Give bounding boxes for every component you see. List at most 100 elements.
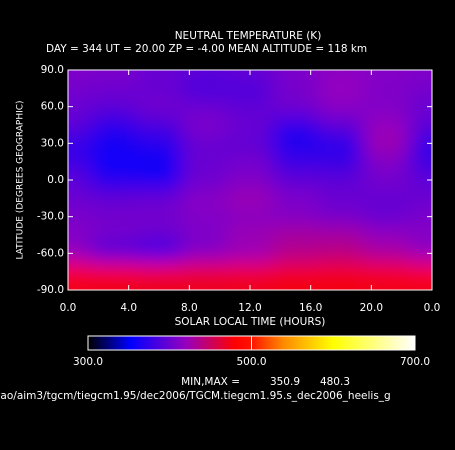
heatmap-cell xyxy=(227,115,274,135)
heatmap-cell xyxy=(68,97,92,117)
y-tick-label: -90.0 xyxy=(37,284,64,296)
heatmap-cell xyxy=(181,115,228,135)
y-tick-label: 30.0 xyxy=(41,137,64,149)
heatmap-cell xyxy=(272,79,319,98)
heatmap-cell xyxy=(136,280,183,290)
heatmap-cell xyxy=(272,207,319,227)
heatmap-cell xyxy=(90,152,137,172)
heatmap-cell xyxy=(409,70,432,80)
y-tick-label: 0.0 xyxy=(47,174,64,186)
heatmap-cell xyxy=(227,152,274,172)
heatmap-cell xyxy=(181,244,228,263)
heatmap-cell xyxy=(227,170,274,190)
heatmap-cell xyxy=(181,170,228,190)
heatmap-cell xyxy=(181,152,228,172)
heatmap-cell xyxy=(68,280,92,290)
heatmap-cell xyxy=(181,189,228,208)
heatmap-cell xyxy=(136,170,183,190)
heatmap-cell xyxy=(136,262,183,282)
heatmap-cell xyxy=(90,70,137,80)
heatmap-cell xyxy=(318,280,365,290)
heatmap-cell xyxy=(90,225,137,245)
heatmap-cell xyxy=(272,170,319,190)
y-tick-label: 60.0 xyxy=(41,101,64,113)
x-axis-label: SOLAR LOCAL TIME (HOURS) xyxy=(175,316,326,328)
heatmap-cell xyxy=(90,170,137,190)
colorbar-tick-label: 700.0 xyxy=(400,356,430,368)
heatmap-cell xyxy=(136,97,183,117)
heatmap-cell xyxy=(363,189,410,208)
heatmap-cell xyxy=(272,97,319,117)
heatmap-cell xyxy=(363,134,410,153)
chart-title: NEUTRAL TEMPERATURE (K) xyxy=(175,30,322,42)
min-max-label: MIN,MAX = xyxy=(181,376,240,388)
y-tick-label: -60.0 xyxy=(37,247,64,259)
heatmap-cell xyxy=(68,225,92,245)
heatmap-cell xyxy=(363,79,410,98)
heatmap-cell xyxy=(227,134,274,153)
heatmap-cell xyxy=(318,244,365,263)
heatmap-cell xyxy=(318,189,365,208)
heatmap-cell xyxy=(227,225,274,245)
heatmap-cell xyxy=(318,262,365,282)
heatmap-cell xyxy=(318,134,365,153)
heatmap-cell xyxy=(90,134,137,153)
heatmap-cell xyxy=(318,152,365,172)
y-axis-label: LATITUDE (DEGREES GEOGRAPHIC) xyxy=(16,100,26,259)
colorbar-tick-label: 500.0 xyxy=(236,356,266,368)
heatmap-cell xyxy=(272,280,319,290)
heatmap-cell xyxy=(227,79,274,98)
heatmap-cell xyxy=(227,262,274,282)
heatmap-cell xyxy=(363,97,410,117)
heatmap-cell xyxy=(181,134,228,153)
heatmap-cell xyxy=(68,134,92,153)
heatmap-cell xyxy=(409,134,432,153)
heatmap-cell xyxy=(272,189,319,208)
heatmap-cell xyxy=(90,207,137,227)
heatmap-cell xyxy=(68,244,92,263)
heatmap-cell xyxy=(363,207,410,227)
min-value: 350.9 xyxy=(270,376,300,388)
heatmap-cell xyxy=(68,207,92,227)
heatmap-cell xyxy=(90,262,137,282)
heatmap-cell xyxy=(318,225,365,245)
heatmap-cell xyxy=(409,280,432,290)
heatmap-cell xyxy=(136,79,183,98)
heatmap-cell xyxy=(90,244,137,263)
heatmap-cell xyxy=(363,225,410,245)
heatmap-cell xyxy=(181,280,228,290)
heatmap-cell xyxy=(272,152,319,172)
heatmap-cell xyxy=(409,115,432,135)
heatmap xyxy=(68,70,432,290)
heatmap-cell xyxy=(68,152,92,172)
heatmap-cell xyxy=(181,225,228,245)
file-path: oao/aim3/tgcm/tiegcm1.95/dec2006/TGCM.ti… xyxy=(0,390,391,402)
heatmap-cell xyxy=(409,189,432,208)
heatmap-cell xyxy=(363,115,410,135)
heatmap-cell xyxy=(363,152,410,172)
heatmap-cell xyxy=(68,70,92,80)
heatmap-cell xyxy=(136,70,183,80)
colorbar-tick-label: 300.0 xyxy=(73,356,103,368)
heatmap-cell xyxy=(363,280,410,290)
heatmap-cell xyxy=(318,207,365,227)
heatmap-cell xyxy=(272,70,319,80)
heatmap-cell xyxy=(272,262,319,282)
y-tick-label: -30.0 xyxy=(37,211,64,223)
heatmap-cell xyxy=(409,97,432,117)
heatmap-cell xyxy=(363,70,410,80)
x-tick-label: 20.0 xyxy=(360,302,383,314)
heatmap-cell xyxy=(318,79,365,98)
heatmap-cell xyxy=(136,152,183,172)
heatmap-cell xyxy=(181,70,228,80)
chart-subtitle: DAY = 344 UT = 20.00 ZP = -4.00 MEAN ALT… xyxy=(46,43,367,55)
heatmap-cell xyxy=(318,170,365,190)
heatmap-cell xyxy=(90,97,137,117)
heatmap-cell xyxy=(409,262,432,282)
heatmap-cell xyxy=(409,170,432,190)
heatmap-cell xyxy=(68,262,92,282)
heatmap-cell xyxy=(363,244,410,263)
heatmap-cell xyxy=(136,189,183,208)
heatmap-cell xyxy=(90,79,137,98)
